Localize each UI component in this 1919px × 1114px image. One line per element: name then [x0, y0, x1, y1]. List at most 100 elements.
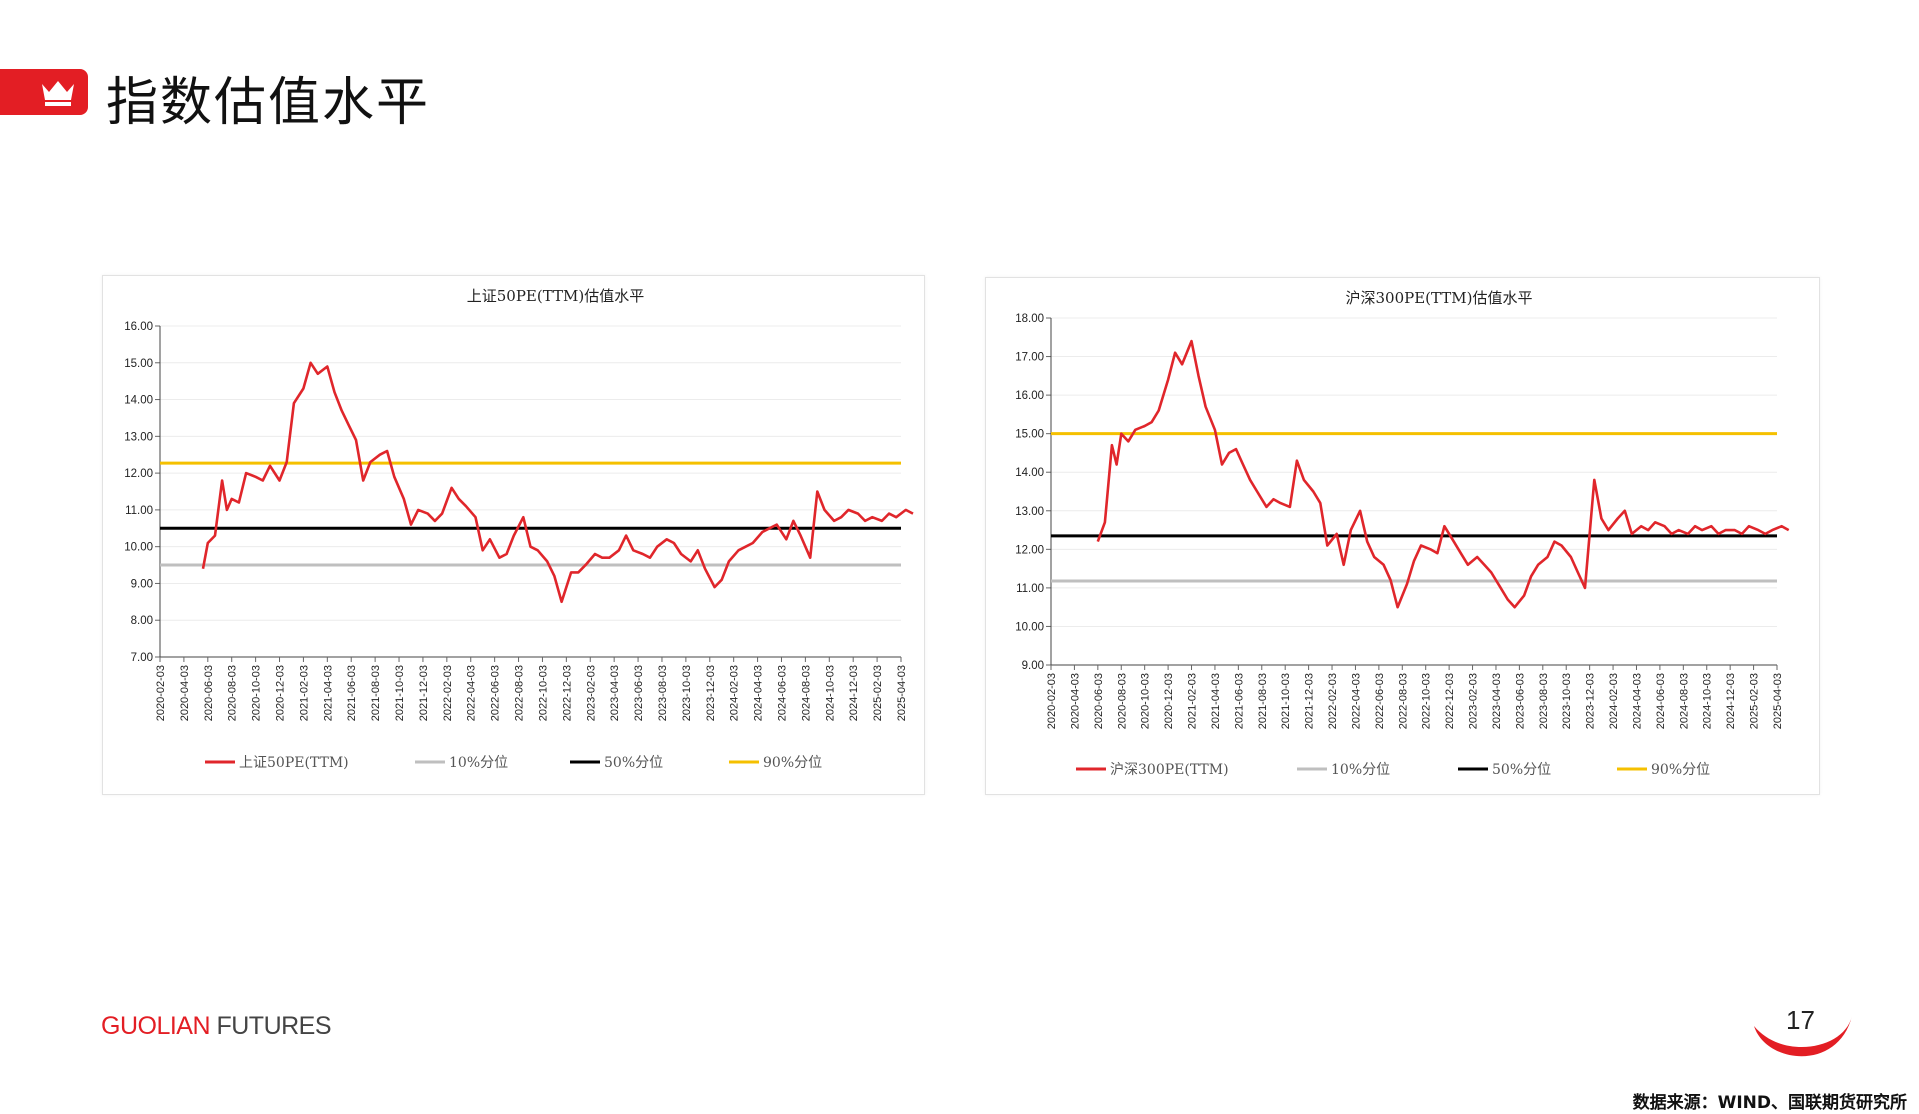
x-tick-label: 2023-02-03: [1468, 673, 1480, 729]
x-tick-label: 2021-10-03: [394, 665, 406, 721]
legend-label: 50%分位: [604, 755, 663, 771]
x-tick-label: 2023-12-03: [705, 665, 717, 721]
x-tick-label: 2024-02-03: [729, 665, 741, 721]
x-tick-label: 2024-12-03: [1725, 673, 1737, 729]
chart-csi300: 沪深300PE(TTM)估值水平 9.00 10.00 11.00 12.00 13.00…: [1015, 289, 1790, 778]
y-tick-label: 12.00: [124, 468, 153, 480]
x-tick-label: 2024-08-03: [800, 665, 812, 721]
x-tick-label: 2020-12-03: [1163, 673, 1175, 729]
y-tick-label: 9.00: [131, 578, 153, 590]
x-tick-label: 2024-04-03: [753, 665, 765, 721]
x-tick-label: 2020-10-03: [1140, 673, 1152, 729]
x-tick-label: 2023-08-03: [657, 665, 669, 721]
legend-label: 沪深300PE(TTM): [1110, 762, 1229, 778]
legend-label: 90%分位: [1651, 762, 1710, 778]
x-tick-label: 2023-04-03: [609, 665, 621, 721]
x-tick-label: 2020-12-03: [275, 665, 287, 721]
x-tick-label: 2021-08-03: [1257, 673, 1269, 729]
legend-label: 上证50PE(TTM): [239, 755, 349, 771]
legend-label: 10%分位: [1331, 762, 1390, 778]
x-tick-label: 2024-10-03: [1702, 673, 1714, 729]
x-tick-label: 2022-12-03: [561, 665, 573, 721]
x-tick-label: 2024-06-03: [1655, 673, 1667, 729]
x-tick-label: 2022-04-03: [466, 665, 478, 721]
x-tick-label: 2025-02-03: [1749, 673, 1761, 729]
x-tick-label: 2021-04-03: [322, 665, 334, 721]
y-tick-label: 10.00: [124, 542, 153, 554]
y-tick-label: 12.00: [1015, 544, 1044, 556]
x-tick-label: 2021-04-03: [1210, 673, 1222, 729]
x-tick-label: 2020-08-03: [1116, 673, 1128, 729]
x-tick-label: 2023-02-03: [585, 665, 597, 721]
x-tick-label: 2024-12-03: [848, 665, 860, 721]
x-tick-label: 2021-12-03: [418, 665, 430, 721]
y-tick-label: 10.00: [1015, 621, 1044, 633]
x-tick-label: 2023-06-03: [633, 665, 645, 721]
brand-red-text: GUOLIAN: [101, 1012, 211, 1040]
series-line-pe: [1096, 339, 1790, 609]
y-tick-label: 11.00: [1016, 583, 1044, 595]
x-tick-label: 2022-10-03: [537, 665, 549, 721]
x-tick-label: 2020-02-03: [155, 665, 167, 721]
x-tick-label: 2024-02-03: [1608, 673, 1620, 729]
y-tick-label: 13.00: [124, 431, 153, 443]
chart-title: 上证50PE(TTM)估值水平: [467, 287, 644, 305]
y-tick-label: 14.00: [124, 395, 153, 407]
x-tick-label: 2021-02-03: [1187, 673, 1199, 729]
title-badge: [0, 69, 88, 115]
y-tick-label: 16.00: [1015, 390, 1044, 402]
chart-sse50: 上证50PE(TTM)估值水平 7.00 8.00 9.00 10.00 11.00 12.…: [124, 287, 914, 771]
x-tick-label: 2022-06-03: [1374, 673, 1386, 729]
chart-panel-sse50: 上证50PE(TTM)估值水平 7.00 8.00 9.00 10.00 11.00 12.…: [102, 275, 925, 795]
x-tick-label: 2024-04-03: [1631, 673, 1643, 729]
x-tick-label: 2023-10-03: [1561, 673, 1573, 729]
x-tick-label: 2022-12-03: [1444, 673, 1456, 729]
y-tick-label: 8.00: [131, 615, 153, 627]
x-tick-label: 2020-10-03: [251, 665, 263, 721]
x-tick-label: 2022-08-03: [514, 665, 526, 721]
y-tick-label: 15.00: [124, 358, 153, 370]
x-tick-label: 2025-04-03: [1772, 673, 1784, 729]
y-tick-label: 15.00: [1015, 429, 1044, 441]
x-tick-label: 2021-06-03: [1233, 673, 1245, 729]
x-tick-label: 2025-04-03: [896, 665, 908, 721]
y-tick-label: 9.00: [1022, 660, 1044, 672]
y-tick-label: 17.00: [1015, 352, 1044, 364]
brand-gray-text: FUTURES: [210, 1012, 332, 1040]
page-arc-icon: [1754, 1016, 1852, 1057]
x-tick-label: 2023-04-03: [1491, 673, 1503, 729]
legend-label: 10%分位: [449, 755, 508, 771]
chart-title: 沪深300PE(TTM)估值水平: [1345, 289, 1532, 307]
y-tick-label: 11.00: [125, 505, 153, 517]
x-tick-label: 2022-02-03: [1327, 673, 1339, 729]
brand-logo-text: GUOLIAN FUTURES: [101, 1012, 332, 1041]
x-tick-label: 2023-10-03: [681, 665, 693, 721]
y-tick-label: 14.00: [1015, 467, 1044, 479]
x-tick-label: 2023-08-03: [1538, 673, 1550, 729]
x-tick-label: 2024-10-03: [824, 665, 836, 721]
x-tick-label: 2024-06-03: [776, 665, 788, 721]
x-tick-label: 2022-10-03: [1421, 673, 1433, 729]
x-tick-label: 2022-04-03: [1350, 673, 1362, 729]
crown-icon: [42, 81, 74, 106]
legend-label: 90%分位: [763, 755, 822, 771]
x-tick-label: 2022-06-03: [490, 665, 502, 721]
series-line-pe: [201, 361, 914, 604]
x-tick-label: 2020-06-03: [203, 665, 215, 721]
y-tick-label: 7.00: [131, 652, 153, 664]
x-tick-label: 2021-10-03: [1280, 673, 1292, 729]
x-tick-label: 2020-04-03: [179, 665, 191, 721]
y-tick-label: 13.00: [1015, 506, 1044, 518]
data-source: 数据来源：WIND、国联期货研究所: [1632, 1093, 1907, 1113]
x-tick-label: 2022-02-03: [442, 665, 454, 721]
y-tick-label: 18.00: [1015, 313, 1044, 325]
chart-panel-csi300: 沪深300PE(TTM)估值水平 9.00 10.00 11.00 12.00 13.00…: [985, 277, 1820, 795]
x-tick-label: 2022-08-03: [1397, 673, 1409, 729]
x-tick-label: 2025-02-03: [872, 665, 884, 721]
x-tick-label: 2023-06-03: [1514, 673, 1526, 729]
page-title: 指数估值水平: [106, 73, 431, 133]
x-tick-label: 2020-08-03: [227, 665, 239, 721]
x-tick-label: 2021-02-03: [298, 665, 310, 721]
x-tick-label: 2020-04-03: [1069, 673, 1081, 729]
legend-label: 50%分位: [1492, 762, 1551, 778]
